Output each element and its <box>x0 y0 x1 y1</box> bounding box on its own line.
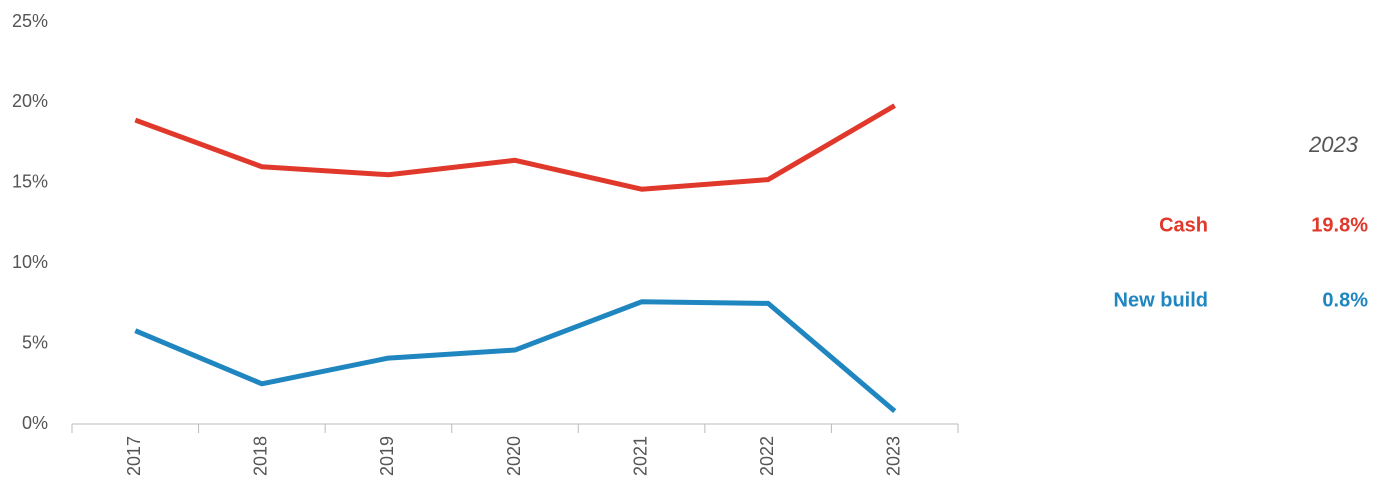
x-tick-label: 2023 <box>883 436 903 476</box>
y-tick-label: 10% <box>12 252 48 272</box>
legend-label: New build <box>1114 289 1208 311</box>
x-tick-label: 2021 <box>630 436 650 476</box>
x-tick-label: 2019 <box>377 436 397 476</box>
y-tick-label: 25% <box>12 11 48 31</box>
legend-value: 19.8% <box>1311 214 1368 236</box>
series-line <box>134 103 896 192</box>
series-line <box>134 299 897 414</box>
legend-value: 0.8% <box>1322 289 1368 311</box>
legend-title: 2023 <box>1308 132 1359 157</box>
x-tick-label: 2020 <box>504 436 524 476</box>
y-tick-label: 20% <box>12 91 48 111</box>
legend-label: Cash <box>1159 214 1208 236</box>
x-tick-label: 2022 <box>757 436 777 476</box>
x-tick-label: 2017 <box>124 436 144 476</box>
y-tick-label: 15% <box>12 172 48 192</box>
y-tick-label: 0% <box>22 413 48 433</box>
x-tick-label: 2018 <box>251 436 271 476</box>
y-tick-label: 5% <box>22 332 48 352</box>
